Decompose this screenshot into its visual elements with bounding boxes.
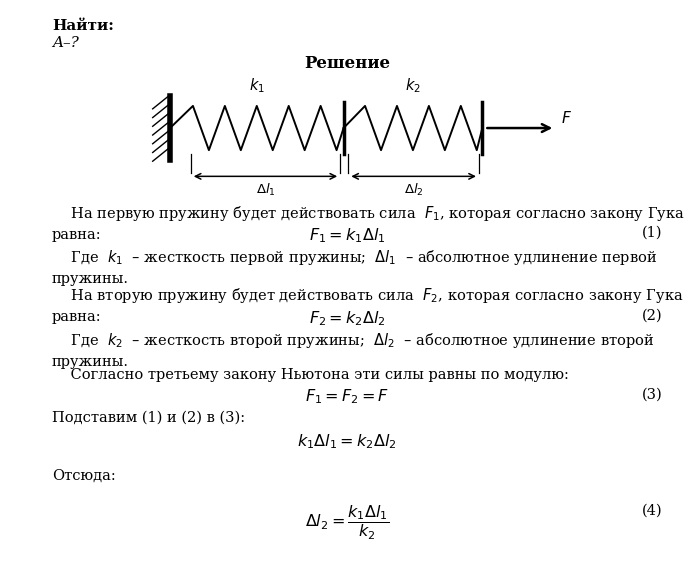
- Text: (4): (4): [642, 503, 663, 517]
- Text: На вторую пружину будет действовать сила  $F_2$, которая согласно закону Гука
ра: На вторую пружину будет действовать сила…: [52, 286, 684, 324]
- Text: $k_1\Delta l_1 = k_2\Delta l_2$: $k_1\Delta l_1 = k_2\Delta l_2$: [297, 432, 397, 451]
- Text: $F_2 = k_2\Delta l_2$: $F_2 = k_2\Delta l_2$: [309, 309, 385, 328]
- Text: Подставим (1) и (2) в (3):: Подставим (1) и (2) в (3):: [52, 411, 245, 425]
- Text: (1): (1): [642, 226, 663, 240]
- Text: Где  $k_2$  – жесткость второй пружины;  $\Delta l_2$  – абсолютное удлинение вт: Где $k_2$ – жесткость второй пружины; $\…: [52, 331, 654, 368]
- Text: $\Delta l_2 = \dfrac{k_1\Delta l_1}{k_2}$: $\Delta l_2 = \dfrac{k_1\Delta l_1}{k_2}…: [305, 503, 389, 542]
- Text: A–?: A–?: [52, 36, 79, 50]
- Text: $F_1 = k_1\Delta l_1$: $F_1 = k_1\Delta l_1$: [309, 226, 385, 244]
- Text: (2): (2): [642, 309, 663, 323]
- Text: Решение: Решение: [304, 55, 390, 72]
- Text: Согласно третьему закону Ньютона эти силы равны по модулю:: Согласно третьему закону Ньютона эти сил…: [52, 368, 569, 382]
- Text: $\Delta l_1$: $\Delta l_1$: [255, 182, 276, 198]
- Text: $\Delta l_2$: $\Delta l_2$: [404, 182, 423, 198]
- Text: $k_2$: $k_2$: [405, 76, 421, 95]
- Text: (3): (3): [642, 388, 663, 402]
- Text: $F_1 = F_2 = F$: $F_1 = F_2 = F$: [305, 388, 389, 406]
- Text: Найти:: Найти:: [52, 19, 114, 33]
- Text: $k_1$: $k_1$: [248, 76, 265, 95]
- Text: Где  $k_1$  – жесткость первой пружины;  $\Delta l_1$  – абсолютное удлинение пе: Где $k_1$ – жесткость первой пружины; $\…: [52, 248, 657, 286]
- Text: На первую пружину будет действовать сила  $F_1$, которая согласно закону Гука
ра: На первую пружину будет действовать сила…: [52, 204, 685, 242]
- Text: Отсюда:: Отсюда:: [52, 469, 116, 482]
- Text: $F$: $F$: [561, 111, 572, 126]
